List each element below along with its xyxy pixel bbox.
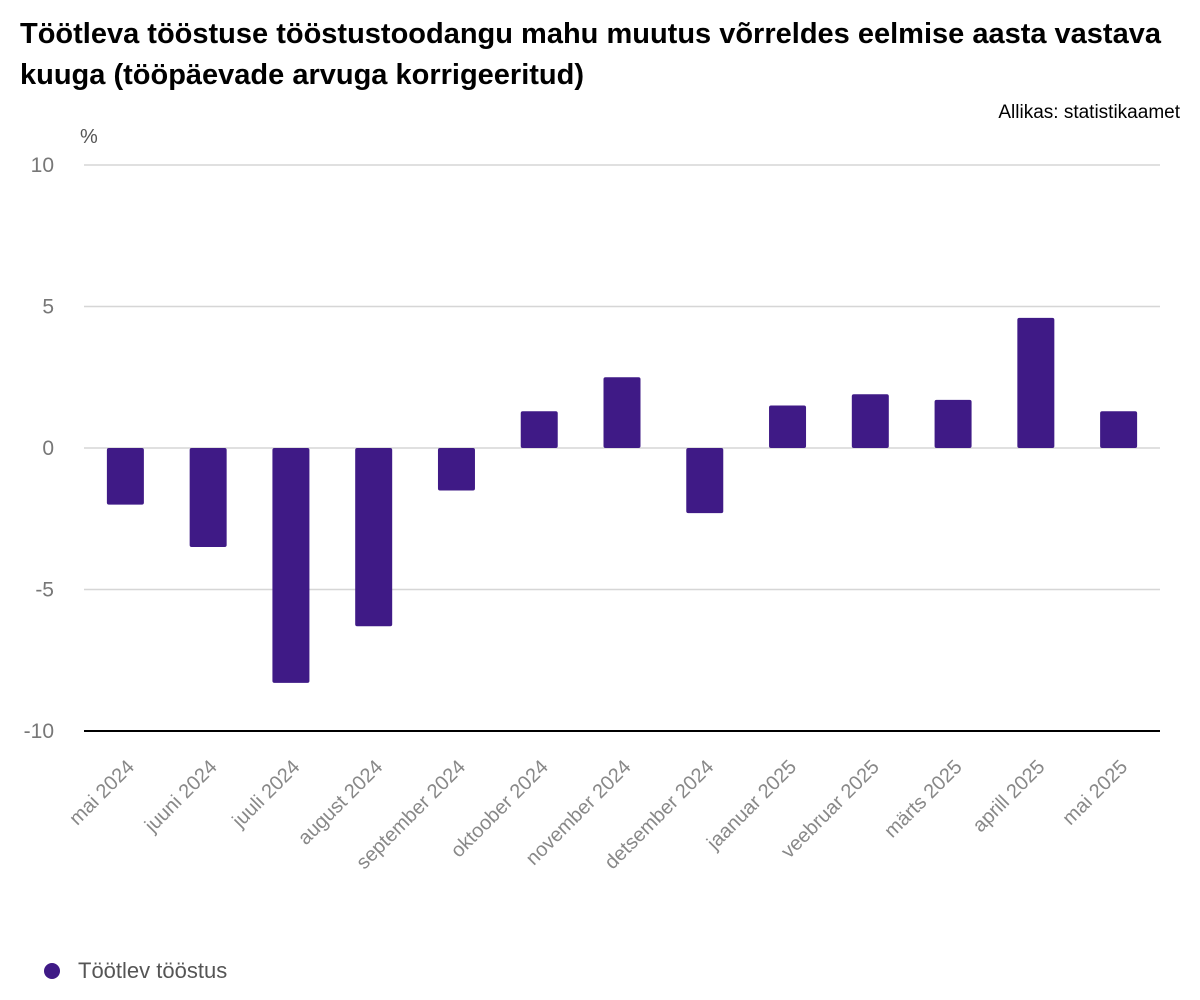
bar: [272, 448, 310, 683]
chart-title: Töötleva tööstuse tööstustoodangu mahu m…: [20, 18, 1161, 91]
bar: [355, 448, 393, 627]
bar: [934, 399, 972, 448]
bar: [106, 448, 144, 505]
x-tick-label: august 2024: [294, 756, 387, 849]
x-tick-label: mai 2024: [65, 756, 139, 830]
bar: [769, 405, 807, 448]
bar: [1100, 411, 1138, 448]
y-tick-label: 10: [31, 154, 54, 177]
source-note: Allikas: statistikaamet: [998, 102, 1180, 123]
y-axis-label: %: [80, 126, 98, 148]
bar: [189, 448, 227, 548]
y-tick-label: -10: [24, 720, 54, 743]
x-tick-label: juuni 2024: [140, 756, 222, 838]
y-tick-label: -5: [35, 579, 54, 602]
x-tick-label: mai 2025: [1058, 756, 1132, 830]
x-tick-label: aprill 2025: [969, 756, 1050, 837]
bar: [1017, 317, 1055, 448]
bar: [686, 448, 724, 514]
x-tick-label: märts 2025: [880, 756, 966, 842]
legend-marker: [44, 963, 60, 979]
x-tick-label: juuli 2024: [228, 756, 305, 833]
bar: [437, 448, 475, 491]
legend-label: Töötlev tööstus: [78, 958, 228, 983]
bar: [520, 411, 558, 448]
legend: Töötlev tööstus: [44, 958, 227, 984]
y-tick-label: 5: [42, 296, 54, 319]
bar: [851, 394, 889, 448]
y-tick-label: 0: [42, 437, 54, 460]
bar: [603, 377, 641, 448]
